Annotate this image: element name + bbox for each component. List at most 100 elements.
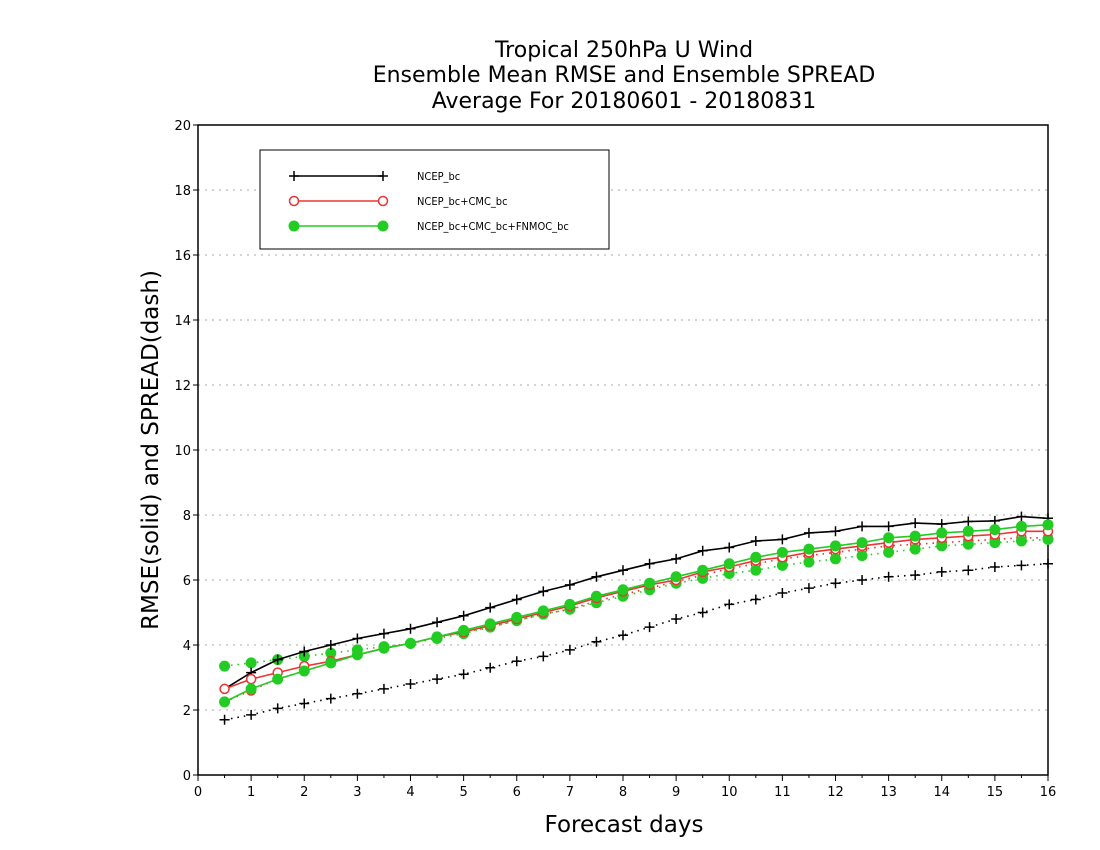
series-2-rmse-point	[617, 584, 629, 596]
series-2-rmse-point	[670, 571, 682, 583]
series-0-rmse-line	[224, 515, 1049, 690]
series-2-rmse-point	[590, 590, 602, 602]
series-0-spread-point	[564, 644, 575, 655]
y-tick-label: 16	[174, 249, 191, 264]
series-2-rmse-point	[378, 642, 390, 654]
series-0-rmse-point	[405, 623, 416, 634]
series-0-rmse-point	[564, 579, 575, 590]
series-1-rmse-line	[224, 530, 1048, 690]
x-tick-label: 5	[459, 785, 467, 800]
x-tick-label: 16	[1040, 785, 1057, 800]
series-2-rmse-point	[776, 546, 788, 558]
series-2-rmse-point	[909, 530, 921, 542]
y-tick-label: 0	[183, 769, 191, 784]
series-0-rmse-point	[963, 516, 974, 527]
series-2-spread-point	[856, 550, 868, 562]
legend: NCEP_bc NCEP_bc+CMC_bc NCEP_bc+CMC_bc+FNMO…	[259, 149, 610, 250]
series-0-spread-point	[352, 688, 363, 699]
series-0-spread-point	[1016, 560, 1027, 571]
series-0-rmse-point	[697, 545, 708, 556]
series-lines	[219, 511, 1054, 725]
series-0-rmse-point	[724, 542, 735, 553]
series-0-spread-point	[724, 599, 735, 610]
series-0-rmse-point	[432, 617, 443, 628]
series-0-spread-point	[219, 714, 230, 725]
y-tick-label: 18	[174, 184, 191, 199]
series-0-rmse-point	[618, 565, 628, 576]
series-2-rmse-point	[351, 649, 363, 661]
legend-marker-left-2	[288, 220, 300, 232]
x-tick-label: 3	[353, 785, 361, 800]
series-2-rmse-point	[405, 637, 416, 649]
series-2-rmse-point	[644, 577, 656, 589]
series-0-rmse-point	[352, 633, 363, 644]
series-0-spread-point	[405, 679, 416, 689]
series-2-rmse-point	[537, 605, 549, 617]
series-2-rmse-point	[564, 598, 576, 610]
series-0-rmse-point	[1016, 511, 1027, 522]
series-0-rmse-point	[777, 534, 788, 545]
series-2-rmse-point	[245, 683, 257, 695]
series-2-rmse-point	[431, 631, 443, 643]
series-2-rmse-point	[272, 673, 284, 685]
series-0-spread-point	[883, 571, 894, 582]
x-tick-label: 0	[194, 785, 202, 800]
series-0-rmse-point	[883, 521, 894, 532]
series-0-rmse-point	[272, 654, 283, 665]
series-0-rmse-point	[325, 640, 336, 650]
series-1-rmse-point	[219, 683, 230, 695]
x-axis-label: Forecast days	[545, 812, 704, 838]
series-0-rmse-point	[299, 646, 310, 657]
series-0-spread-point	[1043, 558, 1053, 569]
chart-title-line-1: Tropical 250hPa U Wind	[494, 38, 753, 63]
series-0-rmse-point	[644, 558, 655, 569]
legend-marker-right-2	[377, 220, 389, 232]
series-2-rmse-line	[224, 524, 1049, 703]
x-tick-label: 4	[406, 785, 414, 800]
series-0-rmse-point	[830, 526, 841, 537]
y-tick-label: 14	[174, 314, 191, 329]
series-0-rmse-point	[750, 536, 761, 546]
series-2-spread-point	[883, 546, 895, 558]
series-0-spread-point	[325, 693, 336, 704]
series-0-rmse-point	[671, 553, 682, 564]
series-0-spread-point	[246, 709, 257, 720]
series-0-spread-point	[272, 703, 283, 714]
legend-marker-right-0	[378, 171, 388, 181]
series-2-rmse-point	[1042, 519, 1054, 531]
series-2-rmse-point	[458, 624, 470, 636]
series-0-rmse-point	[591, 571, 602, 582]
legend-box	[259, 149, 610, 250]
series-0-spread-point	[830, 578, 841, 589]
series-2-rmse-point	[883, 532, 895, 544]
y-tick-label: 10	[174, 444, 191, 459]
series-2-rmse-point	[723, 558, 735, 570]
series-2-rmse-point	[511, 611, 523, 623]
series-0-spread-point	[511, 656, 522, 667]
series-0-spread-point	[857, 575, 868, 585]
series-1-spread-line	[224, 537, 1048, 703]
series-0-rmse-point	[378, 628, 389, 639]
x-tick-label: 6	[513, 785, 521, 800]
series-0-spread-point	[697, 607, 708, 618]
legend-marker-right-1	[377, 195, 389, 207]
series-0-spread-point	[644, 622, 655, 633]
series-2-spread-point	[245, 657, 257, 669]
series-0-spread-point	[777, 588, 788, 598]
x-tick-label: 8	[619, 785, 627, 800]
series-2-spread-point	[830, 553, 841, 565]
series-2-spread-point	[803, 556, 815, 568]
series-0-rmse-point	[511, 594, 522, 605]
series-2-rmse-point	[325, 657, 337, 669]
x-tick-label: 13	[880, 785, 897, 800]
legend-marker-left-1	[288, 195, 300, 207]
series-2-spread-point	[1015, 535, 1027, 547]
series-0-spread-point	[963, 565, 974, 576]
legend-label-1: NCEP_bc+CMC_bc	[417, 195, 508, 208]
series-2-rmse-point	[298, 665, 310, 677]
series-1-rmse-point	[245, 673, 257, 685]
series-0-spread-point	[458, 669, 469, 680]
series-2-spread-point	[909, 543, 921, 555]
series-2-spread-point	[750, 564, 762, 576]
